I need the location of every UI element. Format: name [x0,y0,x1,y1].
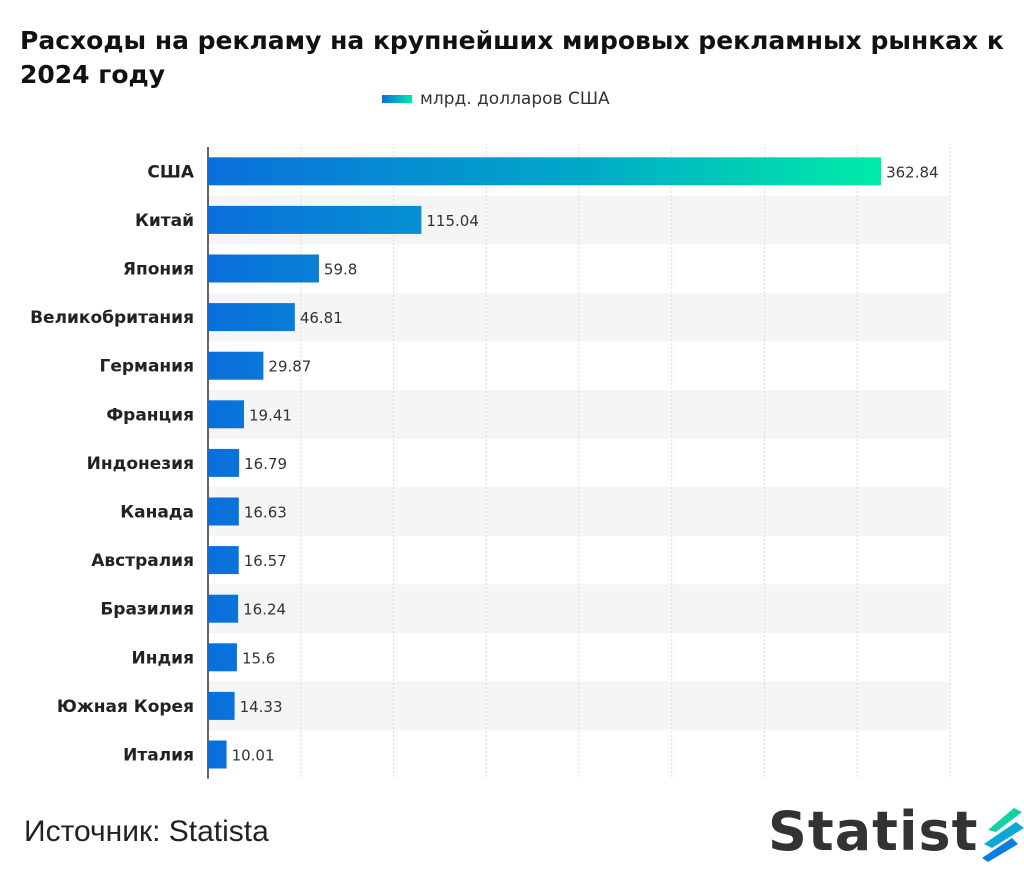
bar [208,351,264,380]
data-label: 29.87 [268,358,311,376]
bar [208,740,227,769]
legend-swatch [382,95,412,103]
data-label: 16.63 [244,504,287,522]
data-label: 362.84 [886,163,939,181]
data-label: 16.24 [243,601,286,619]
data-label: 10.01 [232,747,275,765]
row-band [208,390,950,439]
data-label: 59.8 [324,261,357,279]
category-label: Япония [123,260,194,280]
category-label: Индонезия [87,454,194,474]
category-label: Индия [131,648,194,668]
statista-logo: Statist [768,800,1024,863]
category-label: Канада [120,503,194,523]
data-label: 16.57 [244,552,287,570]
data-label: 19.41 [249,406,292,424]
bar [208,546,239,575]
category-label: Великобритания [30,308,194,328]
bar [208,205,422,234]
data-label: 115.04 [426,212,479,230]
chart-title: Расходы на рекламу на крупнейших мировых… [20,26,1004,89]
category-label: Германия [100,357,194,377]
category-label: Китай [135,211,194,231]
bar [208,691,235,720]
row-band [208,681,950,731]
data-label: 14.33 [240,698,283,716]
category-label: Бразилия [100,600,194,620]
logo-text: Statist [768,800,979,863]
category-label: Южная Корея [57,697,194,717]
bar [208,400,245,429]
statista-wave-icon [982,807,1024,862]
bar [208,594,239,623]
legend-label: млрд. долларов США [420,89,610,109]
bar [208,303,295,332]
data-label: 46.81 [300,309,343,327]
bar [208,157,882,186]
data-label: 16.79 [244,455,287,473]
bar [208,643,237,672]
data-label: 15.6 [242,649,275,667]
category-label: Австралия [91,551,194,571]
category-label: Италия [123,746,194,766]
bar [208,254,319,283]
bar [208,448,240,477]
category-label: США [147,162,194,182]
bar [208,497,239,526]
legend: млрд. долларов США [382,89,610,109]
source-note: Источник: Statista [24,815,269,848]
category-label: Франция [106,405,194,425]
